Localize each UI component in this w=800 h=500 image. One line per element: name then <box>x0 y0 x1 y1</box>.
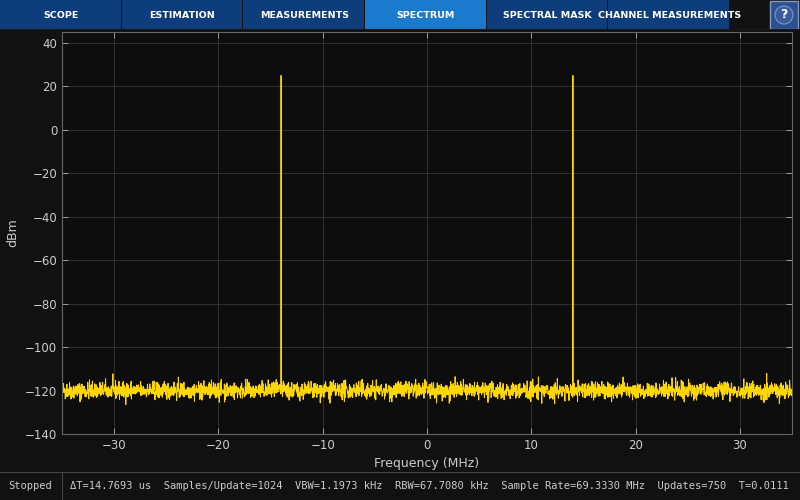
Bar <box>0 0 121 30</box>
Bar <box>770 1 798 29</box>
Bar <box>122 0 242 30</box>
Bar <box>243 0 364 30</box>
Text: Stopped: Stopped <box>8 481 52 491</box>
Y-axis label: dBm: dBm <box>6 218 19 248</box>
Bar <box>608 0 729 30</box>
Text: ?: ? <box>780 8 788 22</box>
Circle shape <box>775 6 793 24</box>
Text: SPECTRUM: SPECTRUM <box>397 10 455 20</box>
Bar <box>486 0 607 30</box>
Text: SPECTRAL MASK: SPECTRAL MASK <box>503 10 592 20</box>
Text: CHANNEL MEASUREMENTS: CHANNEL MEASUREMENTS <box>598 10 741 20</box>
Bar <box>365 0 486 30</box>
Text: SCOPE: SCOPE <box>43 10 78 20</box>
Title: Power spectrum of input signal: Power spectrum of input signal <box>323 15 530 28</box>
Text: ESTIMATION: ESTIMATION <box>150 10 215 20</box>
Text: MEASUREMENTS: MEASUREMENTS <box>260 10 349 20</box>
X-axis label: Frequency (MHz): Frequency (MHz) <box>374 458 479 470</box>
Text: ΔT=14.7693 us  Samples/Update=1024  VBW=1.1973 kHz  RBW=67.7080 kHz  Sample Rate: ΔT=14.7693 us Samples/Update=1024 VBW=1.… <box>70 481 789 491</box>
